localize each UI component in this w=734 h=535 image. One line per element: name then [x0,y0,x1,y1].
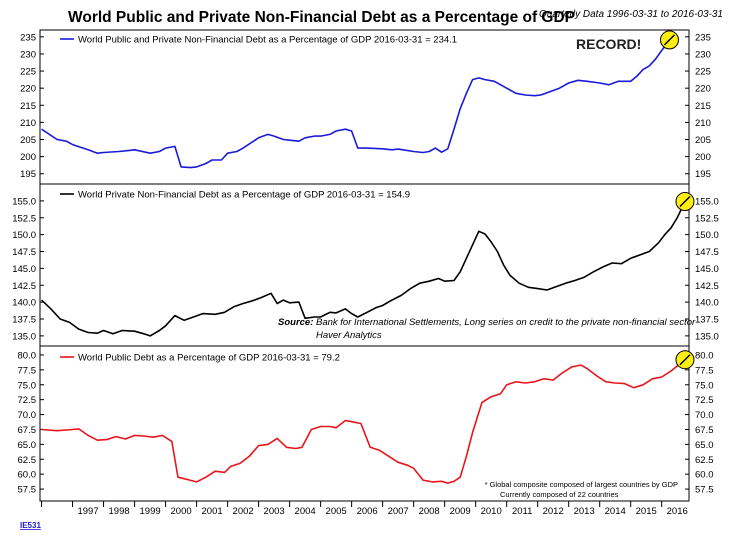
footnote-line2: Currently composed of 22 countries [500,490,619,499]
x-tick-label: 2014 [605,506,626,517]
x-tick-label: 2015 [636,506,657,517]
y-tick-label-right: 205 [695,135,711,146]
chart-subtitle: Quarterly Data 1996-03-31 to 2016-03-31 [539,9,723,20]
y-tick-label-right: 67.5 [695,425,714,436]
y-tick-label-left: 210 [20,118,36,129]
y-tick-label-left: 140.0 [12,298,36,309]
legend-label: World Public Debt as a Percentage of GDP… [78,353,340,364]
x-tick-label: 2011 [512,506,532,517]
x-tick-label: 2006 [357,506,378,517]
y-tick-label-left: 62.5 [18,455,37,466]
x-tick-label: 2007 [388,506,409,517]
y-tick-label-left: 225 [20,67,36,78]
y-tick-label-left: 147.5 [12,247,36,258]
y-tick-label-left: 152.5 [12,213,36,224]
y-tick-label-left: 215 [20,101,36,112]
y-tick-label-right: 140.0 [695,298,719,309]
y-tick-label-left: 220 [20,84,36,95]
footnote-line1: * Global composite composed of largest c… [485,480,678,489]
x-tick-label: 2010 [481,506,502,517]
y-tick-label-right: 210 [695,118,711,129]
y-tick-label-right: 57.5 [695,485,714,496]
y-tick-label-left: 137.5 [12,315,36,326]
y-tick-label-right: 150.0 [695,230,719,241]
y-tick-label-right: 137.5 [695,315,719,326]
y-tick-label-right: 80.0 [695,350,714,361]
y-tick-label-left: 145.0 [12,264,36,275]
y-tick-label-left: 155.0 [12,196,36,207]
panel-frame [39,29,690,185]
y-tick-label-right: 220 [695,84,711,95]
y-tick-label-right: 65.0 [695,440,714,451]
y-tick-label-right: 75.0 [695,380,714,391]
y-tick-label-right: 142.5 [695,281,719,292]
x-tick-label: 2000 [171,506,192,517]
x-tick-label: 2016 [667,506,688,517]
series-line [41,201,686,337]
record-marker-slash [679,354,691,366]
panel-frame [39,345,690,502]
source-label: Source: [278,317,313,328]
x-tick-label: 2008 [419,506,440,517]
y-tick-label-right: 200 [695,152,711,163]
y-tick-label-left: 230 [20,49,36,60]
chart-title: World Public and Private Non-Financial D… [68,9,575,26]
source-text-2: Haver Analytics [316,330,382,341]
x-tick-label: 2005 [326,506,347,517]
x-tick-label: 2004 [295,506,316,517]
y-tick-label-left: 75.0 [18,380,37,391]
y-tick-label-left: 65.0 [18,440,37,451]
y-tick-label-right: 135.0 [695,331,719,342]
y-tick-label-right: 60.0 [695,470,714,481]
x-tick-label: 2003 [264,506,285,517]
y-tick-label-left: 72.5 [18,395,37,406]
y-tick-label-left: 57.5 [18,485,37,496]
y-tick-label-left: 80.0 [18,350,37,361]
y-tick-label-right: 195 [695,169,711,180]
y-tick-label-right: 147.5 [695,247,719,258]
y-tick-label-left: 205 [20,135,36,146]
x-tick-label: 2013 [574,506,595,517]
x-tick-label: 2009 [450,506,471,517]
record-marker-slash [663,34,675,46]
series-line [41,359,686,484]
y-tick-label-left: 60.0 [18,470,37,481]
y-tick-label-right: 152.5 [695,213,719,224]
x-tick-label: 2012 [543,506,564,517]
y-tick-label-left: 200 [20,152,36,163]
legend-label: World Public and Private Non-Financial D… [78,35,457,46]
y-tick-label-left: 235 [20,32,36,43]
y-tick-label-left: 77.5 [18,365,37,376]
record-label: RECORD! [576,36,641,52]
x-tick-label: 2002 [233,506,254,517]
series-line [41,39,671,169]
y-tick-label-left: 142.5 [12,281,36,292]
y-tick-label-left: 135.0 [12,331,36,342]
y-tick-label-right: 70.0 [695,410,714,421]
x-tick-label: 1999 [140,506,161,517]
y-tick-label-right: 235 [695,32,711,43]
y-tick-label-left: 195 [20,169,36,180]
record-marker-slash [679,196,691,208]
y-tick-label-right: 155.0 [695,196,719,207]
x-tick-label: 1998 [109,506,130,517]
x-tick-label: 2001 [202,506,223,517]
y-tick-label-right: 62.5 [695,455,714,466]
y-tick-label-right: 77.5 [695,365,714,376]
y-tick-label-right: 215 [695,101,711,112]
y-tick-label-left: 150.0 [12,230,36,241]
y-tick-label-left: 70.0 [18,410,37,421]
source-text: Bank for International Settlements, Long… [316,317,696,328]
legend-label: World Private Non-Financial Debt as a Pe… [78,190,410,201]
footer-code: IE531 [20,521,41,530]
y-tick-label-right: 145.0 [695,264,719,275]
y-tick-label-right: 230 [695,49,711,60]
y-tick-label-left: 67.5 [18,425,37,436]
x-tick-label: 1997 [77,506,98,517]
y-tick-label-right: 225 [695,67,711,78]
y-tick-label-right: 72.5 [695,395,714,406]
